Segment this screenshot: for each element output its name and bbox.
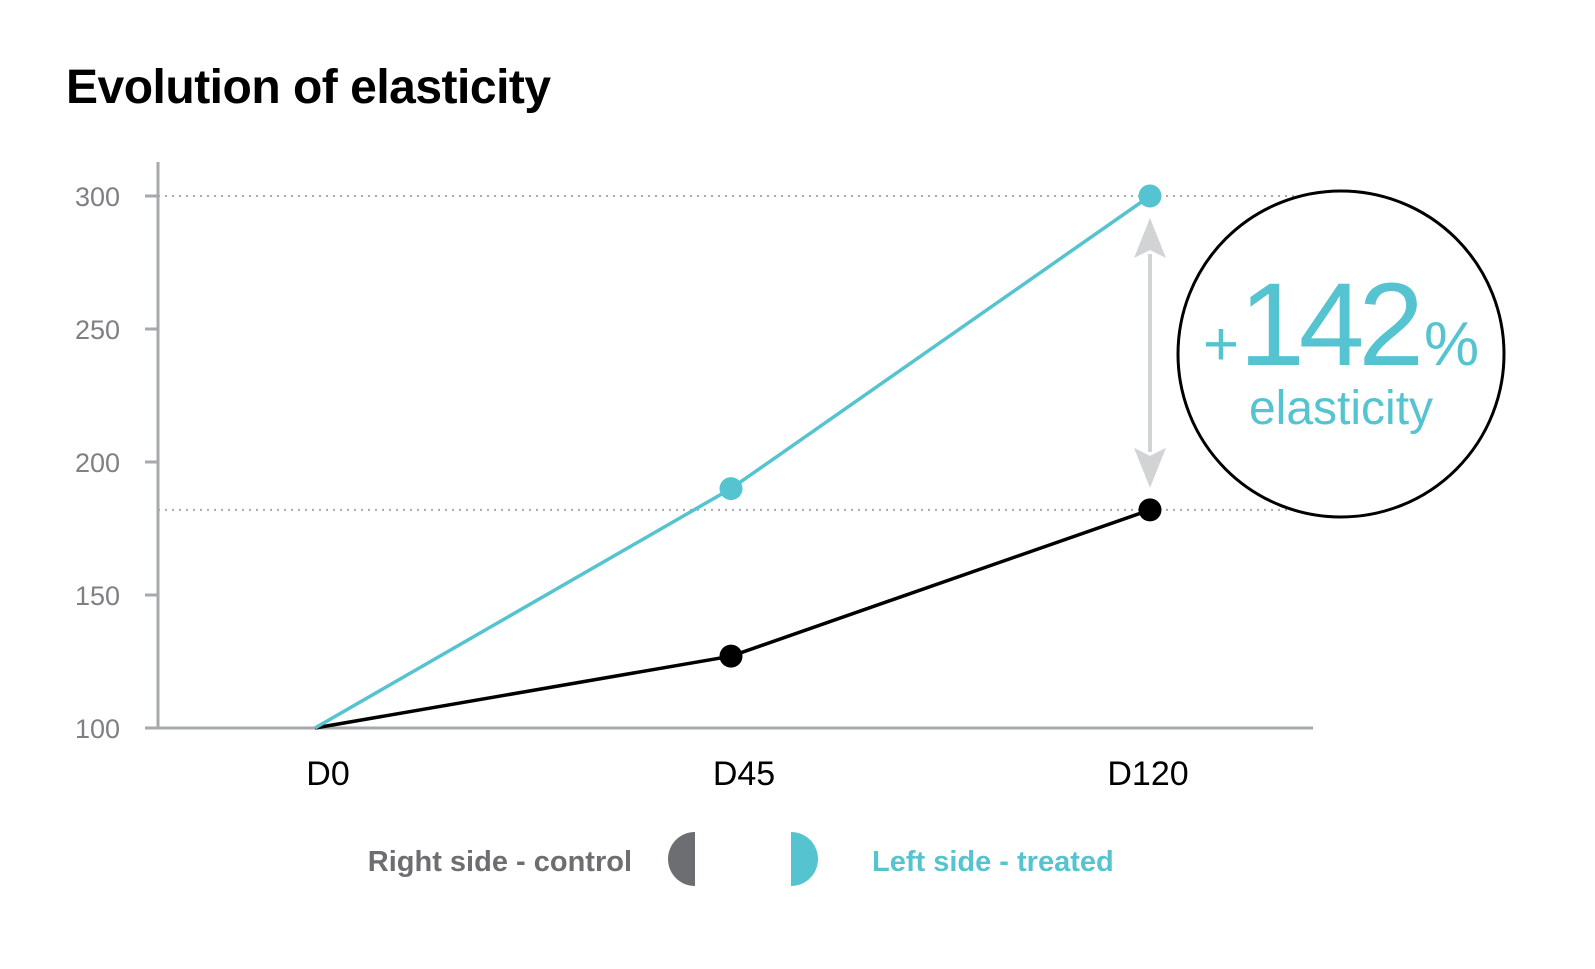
x-tick-label: D120 xyxy=(1107,755,1188,793)
legend-swatch-treated xyxy=(791,832,818,886)
legend-label-control: Right side - control xyxy=(368,846,632,878)
x-tick-label: D0 xyxy=(306,755,349,793)
difference-arrow xyxy=(1134,218,1166,488)
legend: Right side - control Left side - treated xyxy=(368,832,1114,886)
treated-point xyxy=(719,477,743,501)
control-line xyxy=(314,508,1151,730)
legend-swatch-control xyxy=(668,832,695,886)
annotation-label: elasticity xyxy=(1249,382,1433,435)
control-point xyxy=(1138,498,1162,522)
annotation-unit: % xyxy=(1424,310,1479,379)
chart-title: Evolution of elasticity xyxy=(66,61,551,114)
series-lines xyxy=(314,184,1162,730)
x-tick-label: D45 xyxy=(713,755,775,793)
annotation-circle xyxy=(1176,189,1506,519)
arrow-head-up xyxy=(1134,218,1166,258)
y-tick-label: 150 xyxy=(75,581,120,611)
annotation-sign: + xyxy=(1203,310,1239,379)
y-tick-label: 200 xyxy=(75,448,120,478)
annotation-number: 142 xyxy=(1239,259,1418,391)
reference-lines xyxy=(158,195,1313,511)
y-tick-label: 300 xyxy=(75,182,120,212)
annotation-value: +142% xyxy=(1203,259,1479,391)
control-point xyxy=(719,644,743,668)
percent-annotation: +142%elasticity xyxy=(1176,189,1506,519)
legend-label-treated: Left side - treated xyxy=(872,846,1114,878)
y-tick-label: 250 xyxy=(75,315,120,345)
y-tick-label: 100 xyxy=(75,714,120,744)
arrow-head-down xyxy=(1134,447,1166,488)
axes: 100 150 200 250 300 D0 D45 D120 xyxy=(75,162,1313,793)
treated-point xyxy=(1138,184,1162,208)
